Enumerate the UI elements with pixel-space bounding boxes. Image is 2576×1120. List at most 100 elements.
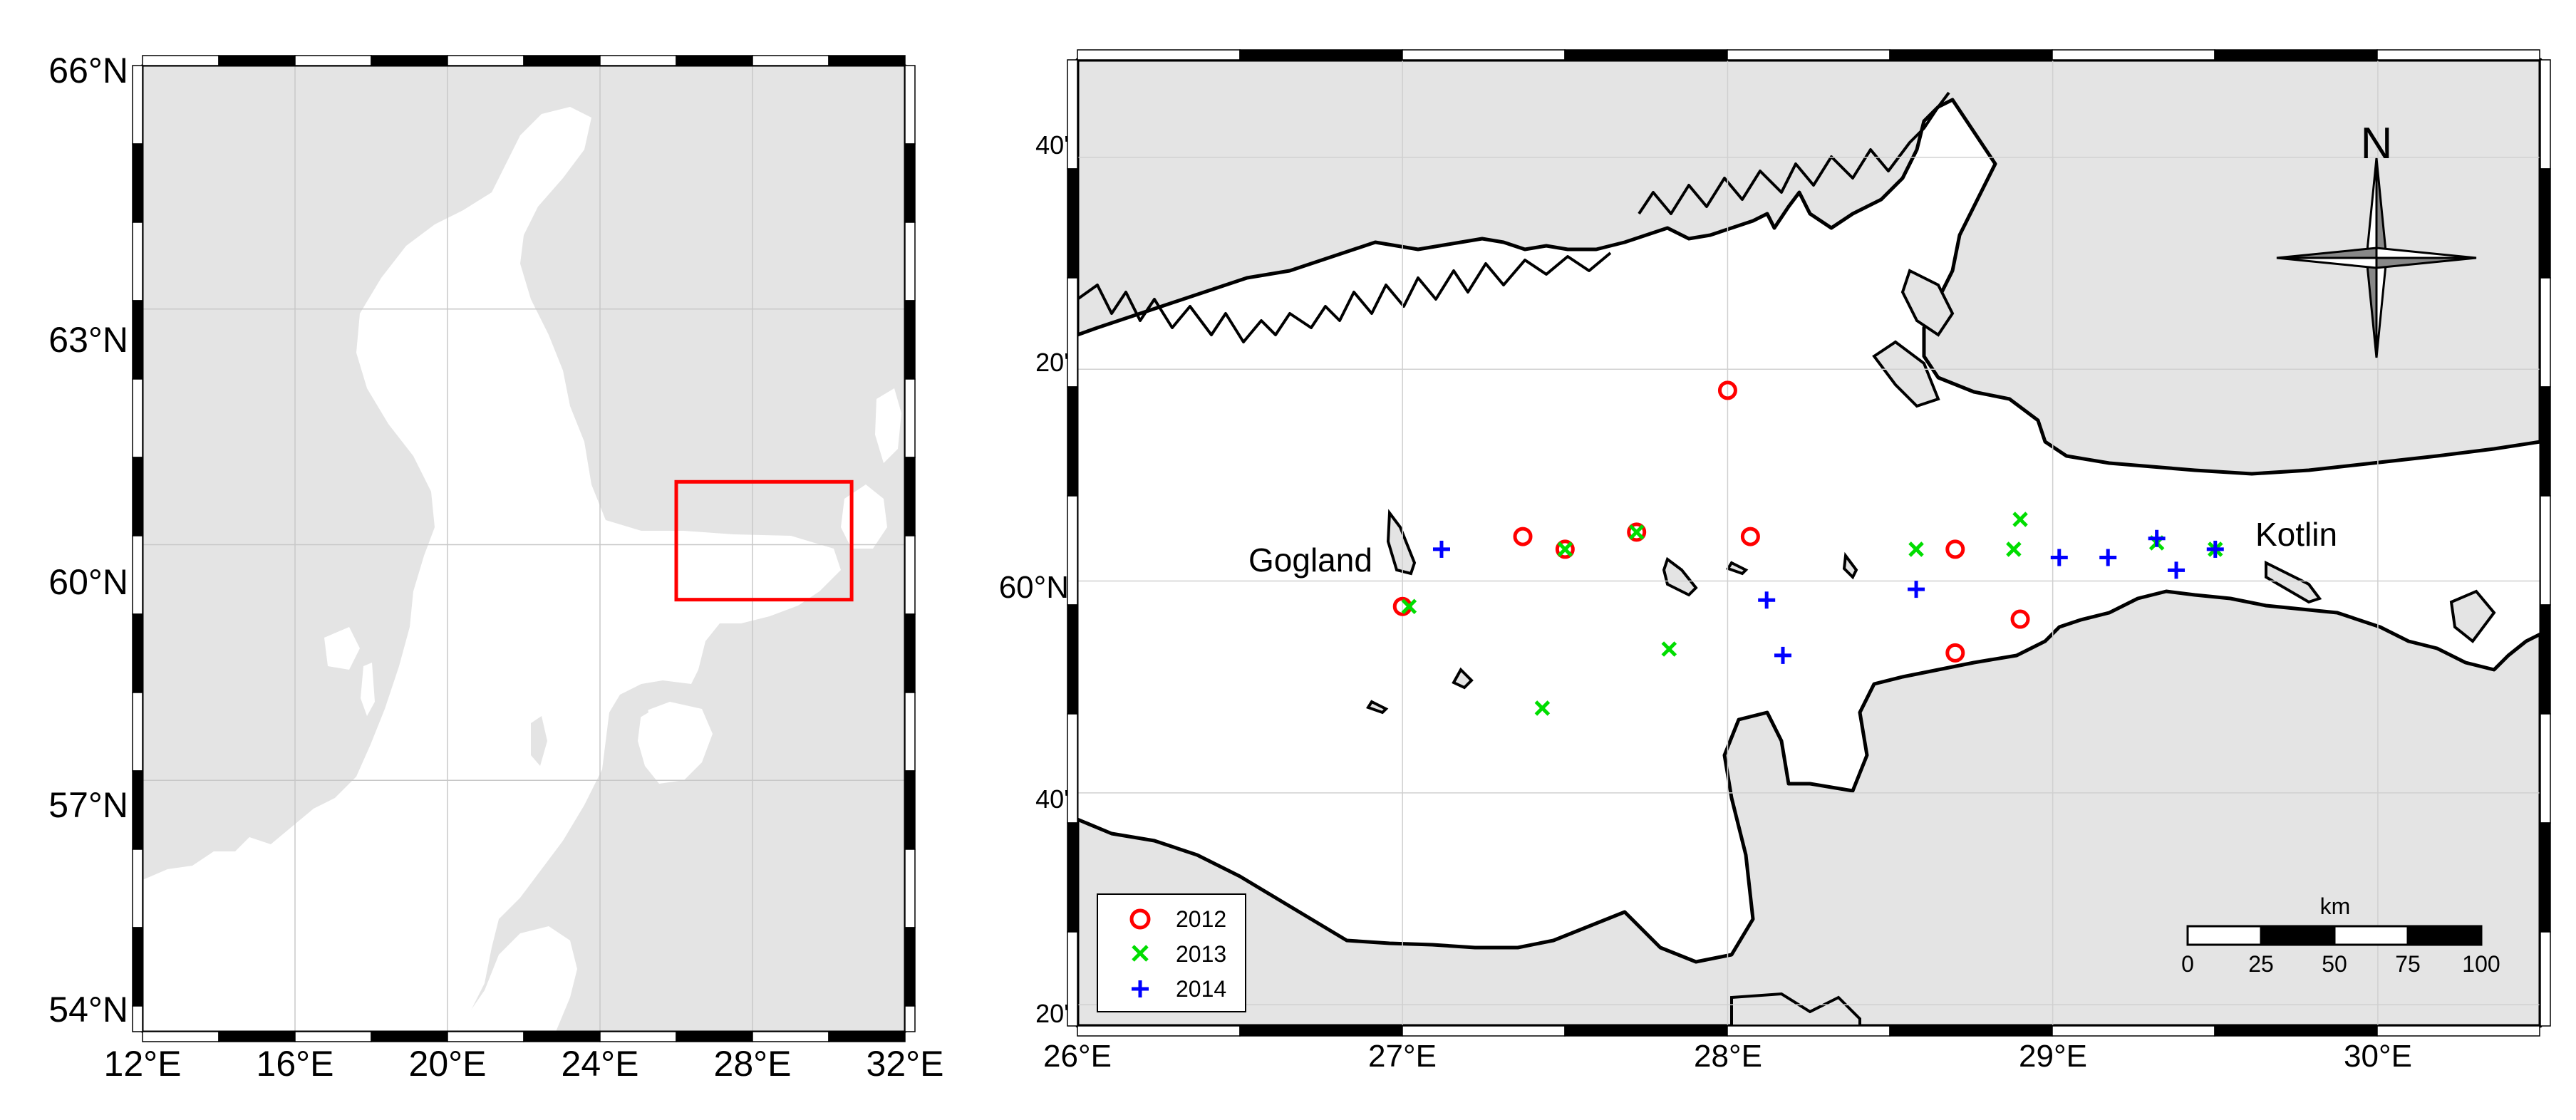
frame-tick-top [447, 55, 524, 66]
detail-lat-label-4: 40' [1035, 784, 1069, 814]
station-2014 [2168, 561, 2186, 579]
detail-lon-label-28: 28°E [1694, 1039, 1762, 1074]
frame-tick-left [132, 692, 143, 772]
lon-label-24: 24°E [562, 1044, 639, 1084]
detail-lon-label-29: 29°E [2019, 1039, 2087, 1074]
lake-vanern [324, 627, 360, 670]
detail-lon-label-30: 30°E [2344, 1039, 2412, 1074]
frame-tick-top [2376, 49, 2540, 61]
scale-tick-50: 50 [2322, 951, 2347, 977]
frame-tick-right [904, 692, 916, 772]
frame-tick-left [132, 927, 143, 1007]
scale-seg-3 [2333, 925, 2409, 946]
station-2014 [1432, 540, 1450, 558]
frame-tick-top [1239, 49, 1403, 61]
frame-tick-right [2540, 822, 2551, 933]
frame-tick-right [2540, 495, 2551, 606]
study-area-box [674, 479, 854, 602]
frame-tick-bottom [828, 1031, 906, 1042]
lake-onega [875, 388, 901, 463]
station-2013 [1661, 641, 1677, 657]
frame-tick-left [132, 613, 143, 693]
frame-tick-top [828, 55, 906, 66]
detail-lon-label-26: 26°E [1043, 1039, 1112, 1074]
station-2013 [2006, 541, 2022, 557]
detail-frame-ticks [1067, 49, 2551, 1037]
station-2012 [1513, 527, 1533, 546]
frame-tick-bottom [1239, 1025, 1403, 1037]
gogland-label: Gogland [1248, 541, 1372, 579]
frame-tick-top [752, 55, 829, 66]
scale-tick-100: 100 [2462, 951, 2500, 977]
legend-label-2014: 2014 [1176, 976, 1226, 1002]
frame-tick-bottom [599, 1031, 677, 1042]
frame-tick-right [904, 222, 916, 301]
gotland-island [531, 716, 547, 766]
saaremaa-island [619, 695, 648, 723]
frame-tick-right [2540, 168, 2551, 279]
frame-tick-left [1067, 386, 1078, 497]
frame-tick-top [523, 55, 601, 66]
frame-tick-bottom [447, 1031, 524, 1042]
frame-tick-bottom [1564, 1025, 1728, 1037]
frame-tick-left [132, 1005, 143, 1032]
lat-label-63: 63°N [48, 320, 128, 360]
frame-tick-left [1067, 59, 1078, 170]
station-2013 [1628, 524, 1645, 540]
overview-frame-ticks [132, 55, 916, 1042]
frame-tick-top [1889, 49, 2053, 61]
legend-label-2013: 2013 [1176, 941, 1226, 967]
detail-lon-label-27: 27°E [1368, 1039, 1437, 1074]
station-2014 [2206, 540, 2224, 558]
station-2014 [1774, 646, 1792, 664]
lon-label-32: 32°E [867, 1044, 944, 1084]
scale-bar: km 0 25 50 75 100 [2181, 893, 2500, 977]
gulf-of-riga-water [638, 702, 713, 784]
frame-tick-left [132, 65, 143, 145]
frame-tick-right [904, 927, 916, 1007]
baltic-proper-water [456, 926, 577, 1032]
detail-lat-label-5: 20' [1035, 999, 1069, 1028]
station-2013 [1908, 541, 1924, 557]
vyborg-bay-islands [1872, 269, 1955, 408]
overview-lat-labels: 66°N 63°N 60°N 57°N 54°N [48, 51, 128, 1030]
legend-box [1097, 893, 1246, 1012]
station-2013 [2012, 512, 2028, 527]
frame-tick-left [1067, 277, 1078, 388]
frame-tick-right [904, 535, 916, 615]
legend-marker-2014 [1132, 980, 1149, 997]
overview-graticule [143, 66, 905, 1032]
estonia-coast [1075, 589, 2543, 1028]
frame-tick-top [599, 55, 677, 66]
station-2012 [1945, 539, 1965, 559]
frame-tick-top [142, 55, 219, 66]
legend: 2012 2013 2014 [1097, 893, 1246, 1012]
frame-tick-left [132, 457, 143, 536]
station-markers [1392, 380, 2224, 716]
frame-tick-bottom [1889, 1025, 2053, 1037]
station-2012 [1740, 527, 1760, 546]
station-2014 [1908, 581, 1925, 598]
lake-vattern [361, 663, 375, 716]
frame-tick-bottom [218, 1031, 296, 1042]
frame-tick-bottom [294, 1031, 372, 1042]
frame-tick-right [2540, 604, 2551, 715]
frame-tick-right [2540, 277, 2551, 388]
frame-tick-left [1067, 495, 1078, 606]
scale-tick-0: 0 [2181, 951, 2194, 977]
detail-lat-label-3: 60°N [999, 570, 1069, 605]
baltic-sea-water [143, 107, 841, 1032]
compass-rose: N [2276, 119, 2477, 358]
frame-tick-left [132, 222, 143, 301]
frame-tick-right [904, 770, 916, 850]
legend-label-2012: 2012 [1176, 906, 1226, 932]
overview-lon-labels: 12°E 16°E 20°E 24°E 28°E 32°E [104, 1044, 944, 1084]
small-islands [1365, 551, 2496, 715]
frame-tick-right [904, 378, 916, 458]
station-2012 [1555, 539, 1575, 559]
finland-skerries [1076, 91, 1950, 343]
station-2013 [1401, 598, 1417, 614]
legend-marker-2012 [1129, 908, 1151, 930]
station-2014 [2050, 549, 2068, 566]
legend-marker-2013 [1132, 945, 1149, 962]
